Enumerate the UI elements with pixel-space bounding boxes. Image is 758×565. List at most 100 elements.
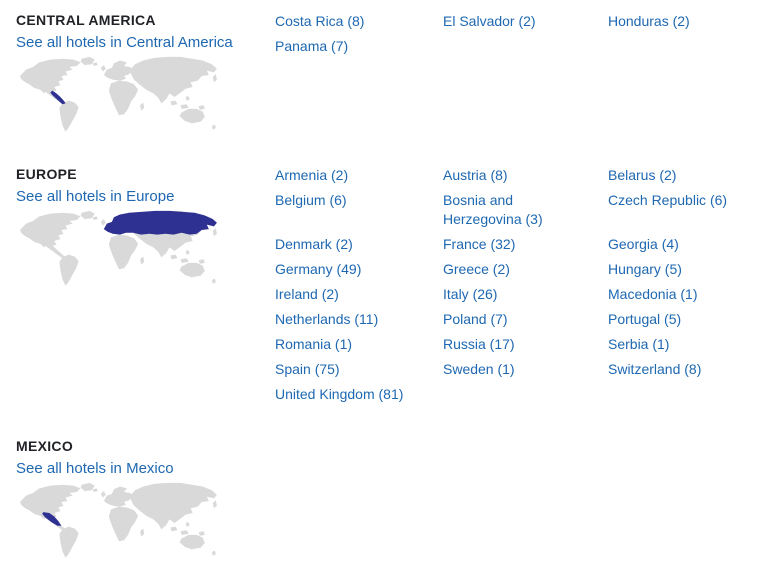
region-section: EUROPE See all hotels in Europe [16, 166, 758, 410]
iceland-shape [92, 488, 98, 493]
country-link[interactable]: Netherlands (11) [275, 311, 379, 327]
united-kingdom-shape [100, 65, 106, 72]
region-summary: EUROPE See all hotels in Europe [16, 166, 275, 410]
country-link[interactable]: France (32) [443, 236, 516, 252]
new-zealand-shape [211, 124, 216, 130]
see-all-hotels-link[interactable]: See all hotels in Europe [16, 188, 175, 205]
country-link[interactable]: Romania (1) [275, 336, 353, 352]
country-link[interactable]: Portugal (5) [608, 311, 682, 327]
africa-shape [108, 506, 139, 542]
greenland-shape [80, 56, 95, 66]
country-link[interactable]: Switzerland (8) [608, 361, 702, 377]
australia-shape [179, 534, 205, 550]
asia-shape [130, 482, 217, 530]
country-link[interactable]: Spain (75) [275, 361, 340, 377]
region-title: EUROPE [16, 166, 77, 182]
philippines-shape [185, 96, 190, 101]
country-link[interactable]: Denmark (2) [275, 236, 353, 252]
country-link[interactable]: Honduras (2) [608, 13, 690, 29]
country-link[interactable]: Costa Rica (8) [275, 13, 365, 29]
south-america-shape [59, 100, 79, 132]
country-link[interactable]: Serbia (1) [608, 336, 670, 352]
south-america-shape [59, 526, 79, 558]
central-america-strip-shape [44, 242, 66, 259]
indonesia-shape [170, 526, 178, 532]
country-link[interactable]: Belarus (2) [608, 167, 677, 183]
united-kingdom-shape [100, 491, 106, 498]
country-link[interactable]: Macedonia (1) [608, 286, 698, 302]
country-link[interactable]: Germany (49) [275, 261, 362, 277]
world-map [20, 56, 217, 132]
region-title: CENTRAL AMERICA [16, 12, 156, 28]
madagascar-shape [140, 528, 145, 537]
greenland-shape [80, 482, 95, 492]
europe-shape [103, 60, 134, 81]
country-link[interactable]: Georgia (4) [608, 236, 679, 252]
region-summary: CENTRAL AMERICA See all hotels in Centra… [16, 12, 275, 138]
region-section: CENTRAL AMERICA See all hotels in Centra… [16, 12, 758, 138]
region-section: MEXICO See all hotels in Mexico [16, 438, 758, 564]
indonesia-east-shape [180, 258, 189, 263]
world-landmasses [20, 56, 217, 132]
world-map-thumbnail [16, 482, 228, 564]
philippines-shape [185, 250, 190, 255]
world-map [20, 482, 217, 558]
indonesia-east-shape [180, 104, 189, 109]
see-all-hotels-link[interactable]: See all hotels in Central America [16, 34, 233, 51]
country-link[interactable]: Czech Republic (6) [608, 192, 728, 208]
asia-shape [130, 56, 217, 104]
country-link[interactable]: Panama (7) [275, 38, 349, 54]
new-zealand-shape [211, 550, 216, 556]
new-guinea-shape [198, 259, 205, 264]
united-kingdom-shape [100, 219, 106, 226]
new-guinea-shape [198, 105, 205, 110]
australia-shape [179, 262, 205, 278]
japan-shape [212, 74, 217, 83]
see-all-hotels-link[interactable]: See all hotels in Mexico [16, 460, 174, 477]
country-link[interactable]: El Salvador (2) [443, 13, 536, 29]
world-map-thumbnail [16, 56, 228, 138]
japan-shape [212, 228, 217, 237]
country-link[interactable]: Italy (26) [443, 286, 498, 302]
madagascar-shape [140, 256, 145, 265]
country-link[interactable]: Hungary (5) [608, 261, 682, 277]
world-map-thumbnail [16, 210, 228, 292]
highlighted-region [42, 512, 62, 526]
north-america-shape [20, 484, 81, 520]
north-america-shape [20, 58, 81, 94]
south-america-shape [59, 254, 79, 286]
new-zealand-shape [211, 278, 216, 284]
country-link-list: Armenia (2) Austria (8) Belarus (2) Belgium… [275, 166, 758, 410]
country-link-list: Costa Rica (8) El Salvador (2) Honduras (2… [275, 12, 758, 138]
country-link[interactable]: Russia (17) [443, 336, 515, 352]
africa-shape [108, 80, 139, 116]
world-map [20, 210, 217, 286]
country-link[interactable]: Greece (2) [443, 261, 510, 277]
country-link[interactable]: Austria (8) [443, 167, 508, 183]
country-link-list [275, 438, 758, 564]
madagascar-shape [140, 102, 145, 111]
country-link[interactable]: Bosnia and Herzegovina (3) [443, 192, 543, 227]
country-link[interactable]: Poland (7) [443, 311, 508, 327]
indonesia-east-shape [180, 530, 189, 535]
philippines-shape [185, 522, 190, 527]
africa-shape [108, 234, 139, 270]
iceland-shape [92, 62, 98, 67]
country-link[interactable]: Ireland (2) [275, 286, 339, 302]
europe-shape [103, 486, 134, 507]
indonesia-shape [170, 254, 178, 260]
world-landmasses [20, 482, 217, 558]
greenland-shape [80, 210, 95, 220]
highlighted-region [50, 90, 66, 105]
iceland-shape [92, 216, 98, 221]
country-link[interactable]: United Kingdom (81) [275, 386, 404, 402]
country-link[interactable]: Belgium (6) [275, 192, 347, 208]
japan-shape [212, 500, 217, 509]
region-sections: CENTRAL AMERICA See all hotels in Centra… [16, 12, 758, 564]
country-link[interactable]: Armenia (2) [275, 167, 349, 183]
highlighted-region [103, 210, 217, 235]
country-link[interactable]: Sweden (1) [443, 361, 515, 377]
australia-shape [179, 108, 205, 124]
indonesia-shape [170, 100, 178, 106]
